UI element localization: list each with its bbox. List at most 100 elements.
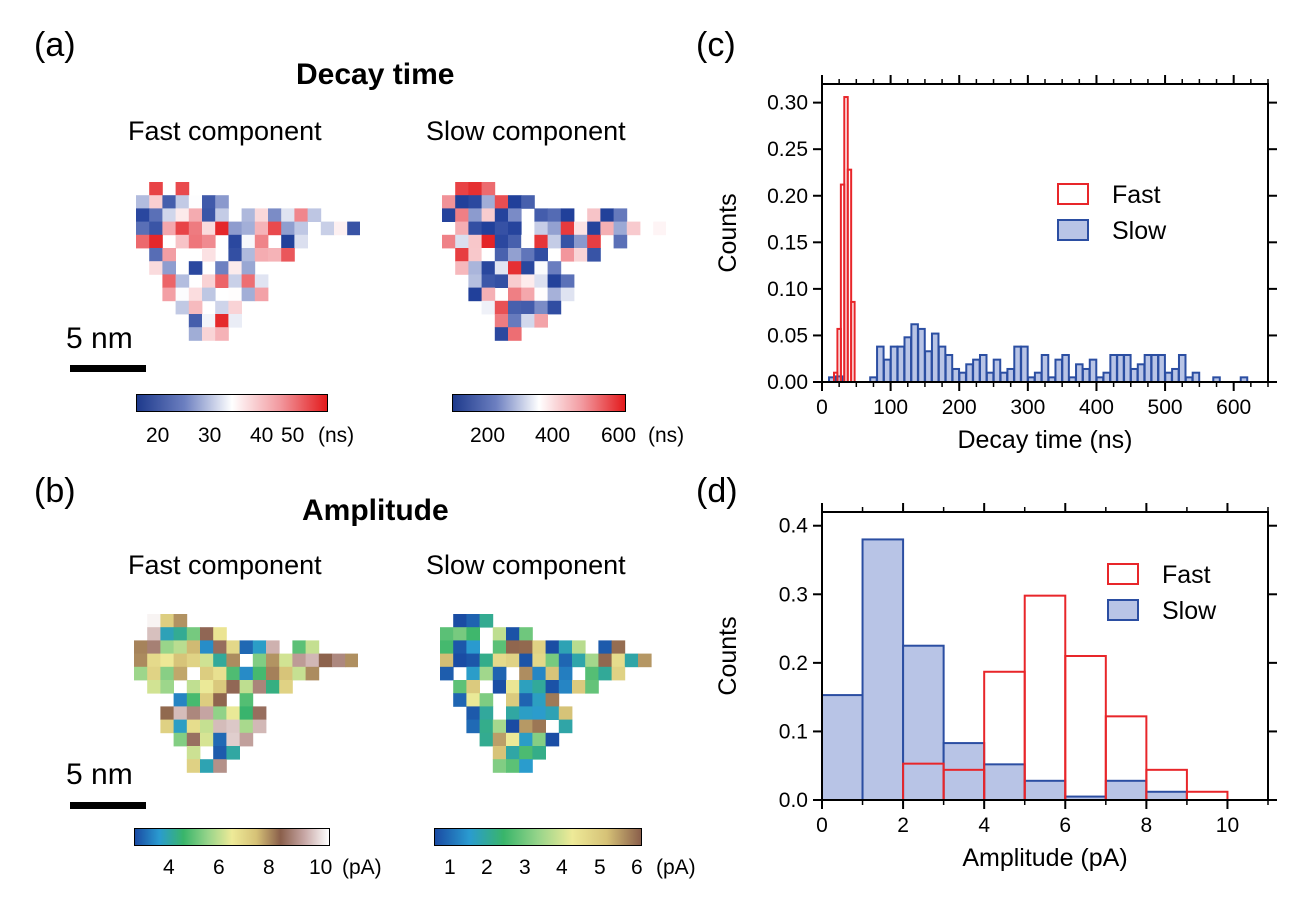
map-pixel bbox=[279, 666, 293, 681]
map-pixel bbox=[519, 640, 533, 654]
bar-slow bbox=[896, 345, 906, 383]
bar-slow bbox=[1177, 353, 1187, 383]
bar-slow bbox=[972, 358, 981, 383]
map-pixel bbox=[481, 182, 496, 196]
map-pixel bbox=[508, 221, 522, 236]
map-pixel bbox=[200, 680, 214, 694]
bar-slow bbox=[1020, 345, 1029, 383]
map-pixel bbox=[468, 182, 482, 196]
map-pixel bbox=[494, 274, 509, 288]
bar-slow bbox=[1033, 371, 1043, 383]
bar-slow bbox=[1191, 371, 1201, 383]
map-pixel bbox=[572, 680, 586, 694]
map-pixel bbox=[442, 234, 456, 249]
map-pixel bbox=[506, 627, 520, 641]
plot-frame bbox=[821, 83, 1269, 383]
legend-slow-swatch bbox=[1057, 219, 1089, 241]
map-pixel bbox=[506, 640, 520, 654]
map-pixel bbox=[534, 287, 548, 302]
map-pixel bbox=[466, 666, 480, 681]
map-pixel bbox=[175, 300, 190, 315]
map-pixel bbox=[162, 274, 176, 288]
map-pixel bbox=[136, 208, 150, 222]
map-pixel bbox=[481, 300, 496, 315]
map-pixel bbox=[468, 261, 482, 275]
map-pixel bbox=[160, 666, 174, 681]
amp-fast-map bbox=[134, 614, 358, 773]
map-pixel bbox=[534, 248, 548, 262]
bar-slow bbox=[876, 345, 885, 383]
map-pixel bbox=[481, 234, 496, 249]
map-pixel bbox=[200, 666, 214, 681]
map-pixel bbox=[162, 221, 176, 236]
map-pixel bbox=[506, 706, 520, 720]
map-pixel bbox=[572, 653, 586, 668]
map-pixel bbox=[202, 221, 216, 236]
map-pixel bbox=[587, 248, 601, 262]
legend-slow-swatch bbox=[1107, 599, 1139, 621]
y-tick-label: 0.20 bbox=[767, 185, 808, 208]
map-pixel bbox=[160, 680, 174, 694]
map-pixel bbox=[226, 706, 240, 720]
map-pixel bbox=[213, 653, 227, 668]
map-pixel bbox=[239, 640, 254, 654]
map-pixel bbox=[613, 221, 628, 236]
map-pixel bbox=[226, 640, 240, 654]
map-pixel bbox=[213, 719, 227, 734]
map-pixel bbox=[519, 706, 533, 720]
colorbar-amp-slow-tick: 2 bbox=[481, 856, 493, 879]
map-pixel bbox=[494, 221, 509, 236]
map-pixel bbox=[228, 314, 242, 328]
map-pixel bbox=[228, 234, 242, 249]
map-pixel bbox=[547, 300, 562, 315]
bar-slow bbox=[944, 353, 954, 383]
map-pixel bbox=[175, 221, 190, 236]
map-pixel bbox=[200, 719, 214, 734]
map-pixel bbox=[560, 274, 575, 288]
map-pixel bbox=[545, 693, 560, 707]
colorbar-amp-fast-tick: 6 bbox=[213, 856, 225, 879]
map-pixel bbox=[200, 627, 214, 641]
map-pixel bbox=[455, 261, 469, 275]
map-pixel bbox=[519, 680, 533, 694]
map-pixel bbox=[611, 640, 626, 654]
map-pixel bbox=[587, 221, 601, 236]
map-pixel bbox=[466, 653, 480, 668]
amplitude-title: Amplitude bbox=[302, 494, 449, 527]
scale-bar-b bbox=[70, 802, 146, 809]
map-pixel bbox=[574, 248, 588, 262]
map-pixel bbox=[494, 300, 509, 315]
map-pixel bbox=[481, 248, 496, 262]
map-pixel bbox=[186, 746, 201, 760]
map-pixel bbox=[252, 706, 267, 720]
map-pixel bbox=[149, 248, 163, 262]
bar-slow bbox=[965, 363, 974, 383]
map-pixel bbox=[455, 182, 469, 196]
map-pixel bbox=[320, 221, 335, 236]
map-pixel bbox=[506, 732, 520, 747]
x-tick-label: 500 bbox=[1148, 396, 1183, 419]
map-pixel bbox=[492, 759, 507, 773]
map-pixel bbox=[440, 653, 454, 668]
bar-slow bbox=[983, 763, 1026, 802]
map-pixel bbox=[228, 261, 242, 275]
map-pixel bbox=[506, 693, 520, 707]
map-pixel bbox=[239, 680, 254, 694]
map-pixel bbox=[173, 693, 188, 707]
decay-fast-map bbox=[136, 182, 360, 341]
x-tick-label: 10 bbox=[1216, 814, 1239, 837]
map-pixel bbox=[468, 287, 482, 302]
map-pixel bbox=[468, 195, 482, 209]
map-pixel bbox=[186, 732, 201, 747]
map-pixel bbox=[545, 680, 560, 694]
map-pixel bbox=[200, 640, 214, 654]
map-pixel bbox=[508, 234, 522, 249]
map-pixel bbox=[268, 221, 282, 236]
map-pixel bbox=[162, 248, 176, 262]
map-pixel bbox=[494, 261, 509, 275]
y-tick-label: 0.0 bbox=[779, 789, 808, 812]
map-pixel bbox=[468, 221, 482, 236]
map-pixel bbox=[547, 221, 562, 236]
decay-fast-label: Fast component bbox=[128, 116, 322, 146]
map-pixel bbox=[147, 653, 161, 668]
